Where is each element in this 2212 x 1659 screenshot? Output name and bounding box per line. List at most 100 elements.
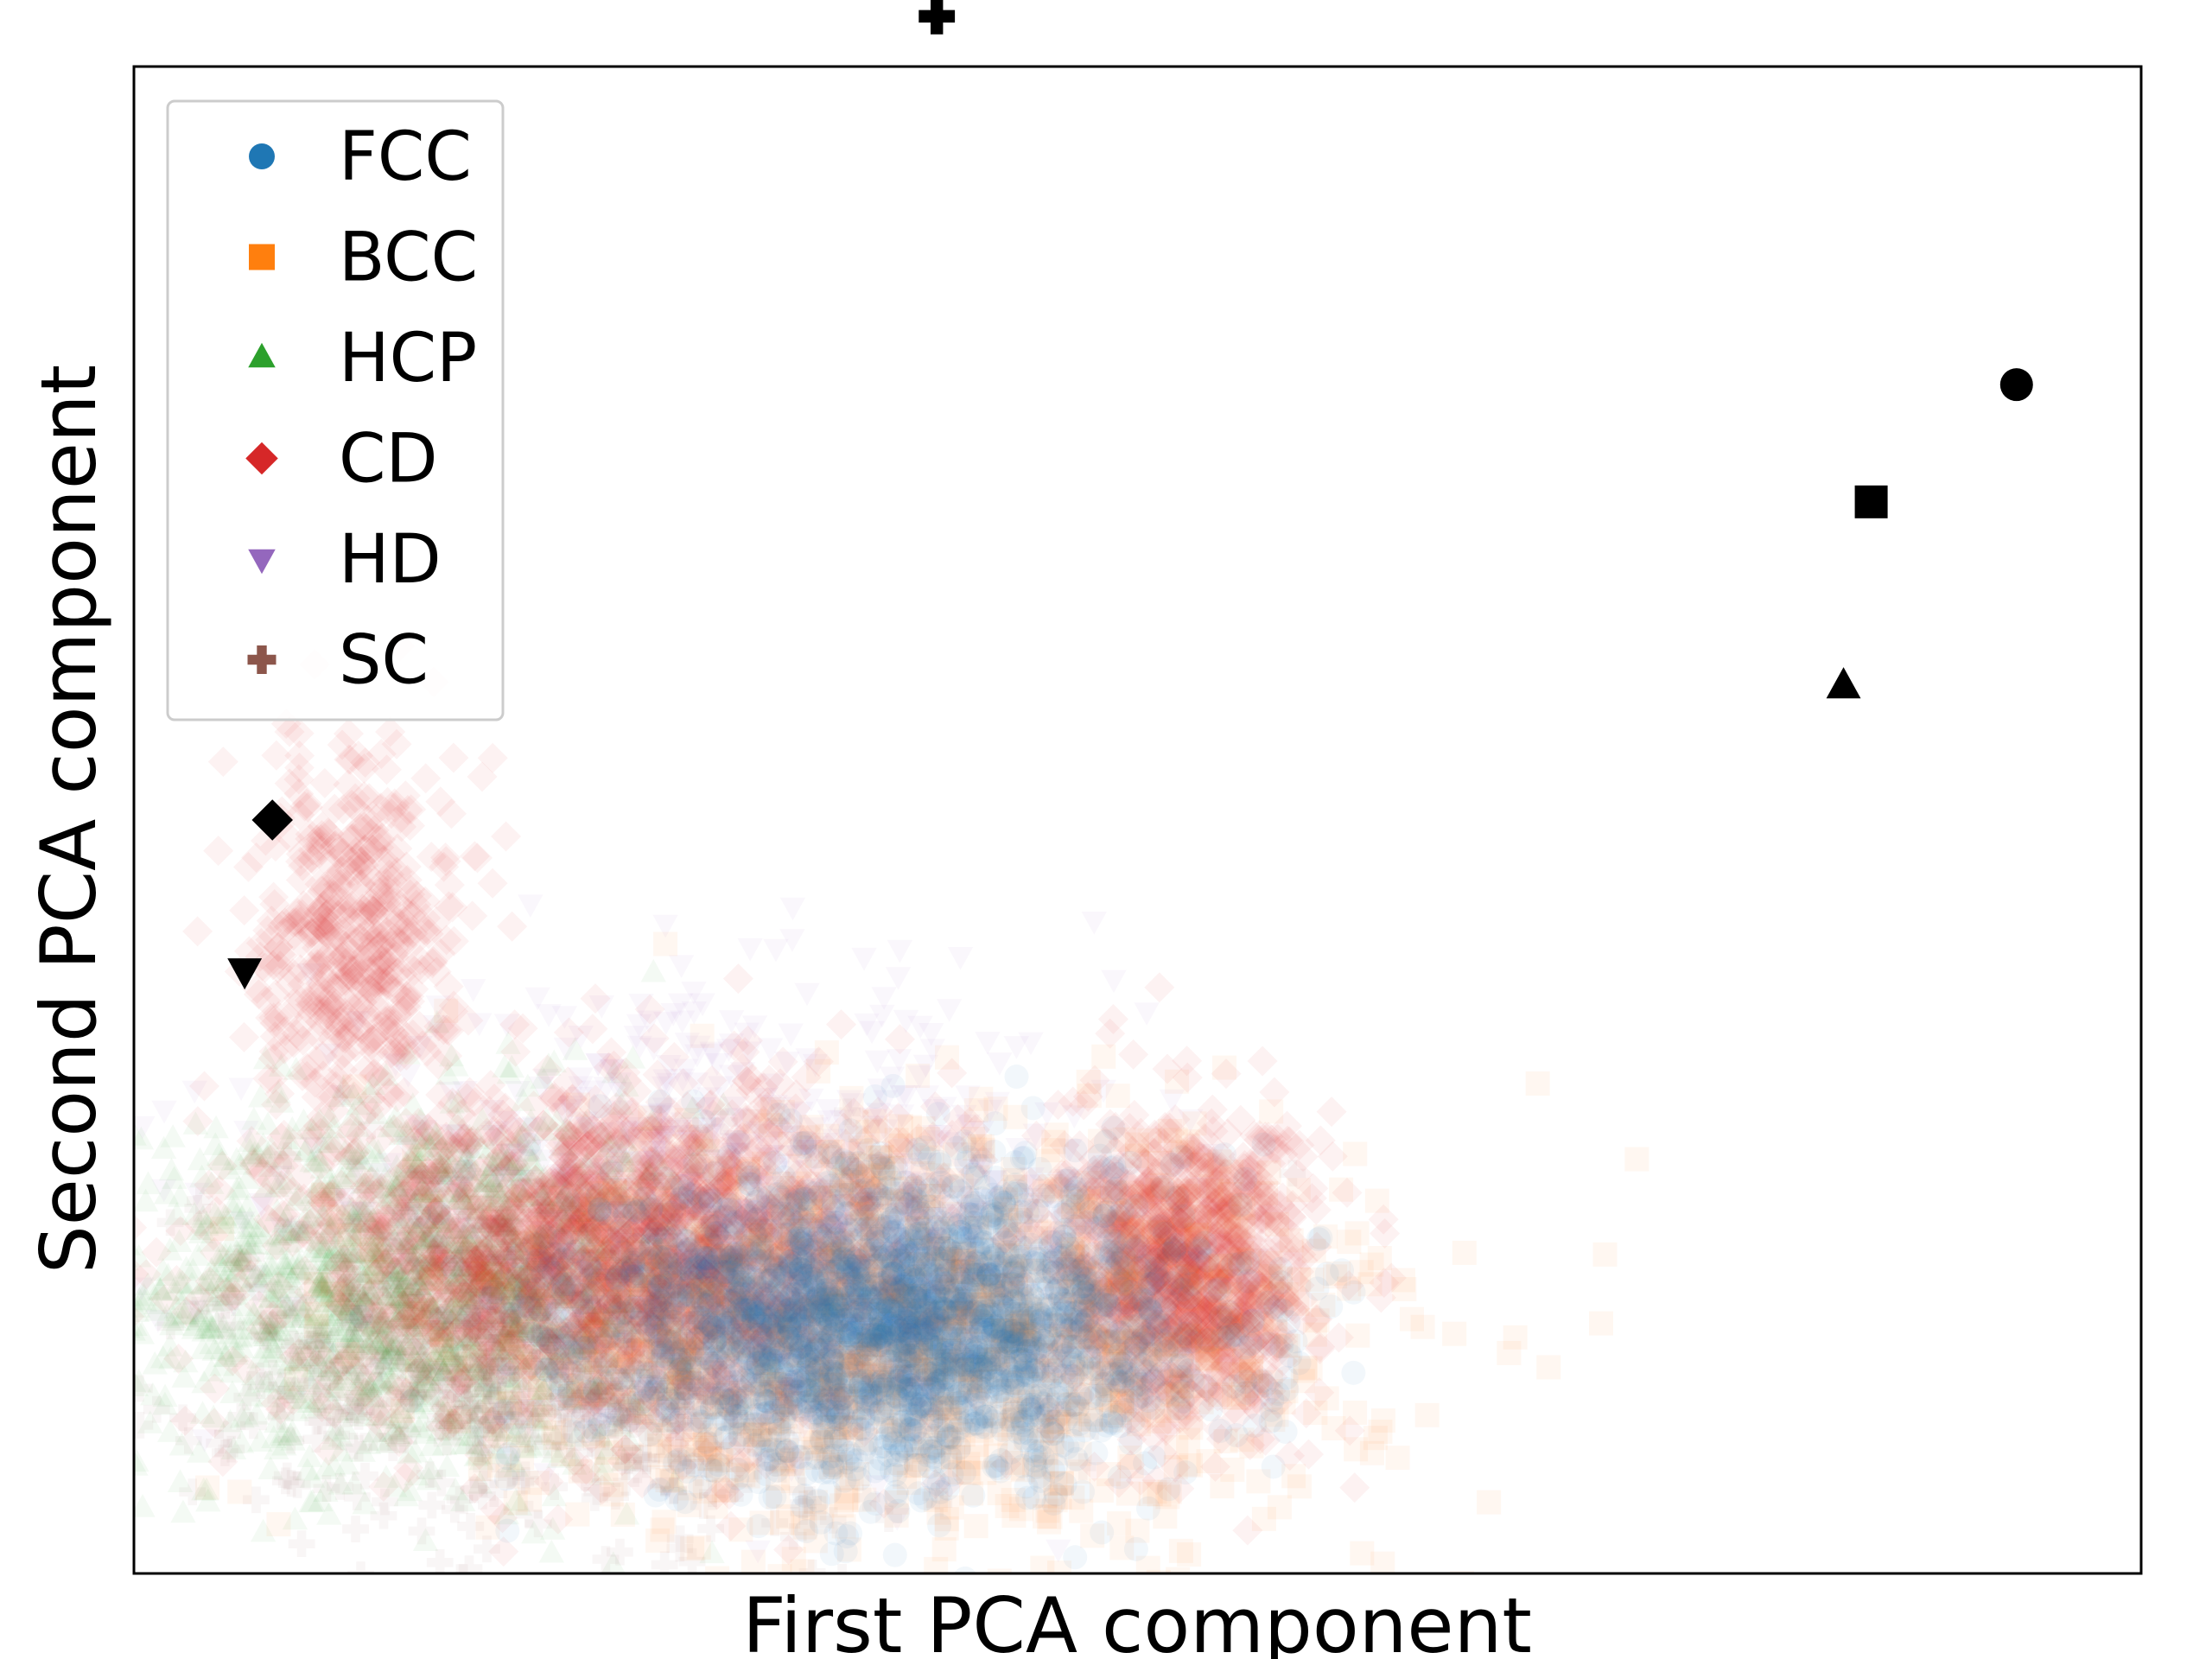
point-hcp: [372, 1320, 397, 1344]
point-hcp: [134, 1122, 147, 1146]
point-hcp: [358, 1210, 384, 1233]
point-hcp: [609, 1194, 636, 1218]
point-hcp: [401, 1305, 428, 1329]
point-hcp: [352, 1192, 378, 1215]
point-hcp: [508, 1162, 534, 1186]
point-hcp: [400, 1317, 426, 1340]
point-hcp: [347, 1368, 374, 1392]
point-hcp: [264, 1223, 290, 1246]
point-hcp: [494, 1147, 520, 1172]
point-hcp: [652, 1189, 678, 1212]
point-hcp: [462, 1309, 488, 1332]
point-hcp: [252, 1262, 279, 1286]
point-hcp: [275, 1217, 301, 1241]
point-hcp: [461, 1423, 487, 1446]
point-hcp: [502, 1317, 528, 1341]
point-hcp: [438, 1139, 465, 1162]
point-hcp: [426, 1418, 452, 1441]
point-hcp: [273, 1325, 300, 1350]
point-hcp: [409, 1304, 435, 1328]
point-hcp: [245, 1255, 272, 1280]
point-hcp: [354, 1281, 381, 1305]
point-hcp: [290, 1301, 316, 1325]
point-hcp: [263, 1231, 289, 1255]
point-hcp: [436, 1333, 462, 1357]
point-hcp: [386, 1255, 412, 1280]
point-hcp: [173, 1349, 199, 1373]
point-hcp: [827, 1287, 853, 1312]
point-hcp: [374, 1345, 401, 1370]
point-hcp: [522, 1137, 548, 1161]
point-hcp: [502, 1229, 529, 1253]
point-hcp: [461, 1406, 486, 1429]
point-hcp: [339, 1319, 365, 1343]
point-hcp: [473, 1169, 499, 1192]
point-hcp: [336, 1300, 362, 1325]
point-hcp: [160, 1305, 187, 1328]
point-hcp: [411, 1228, 437, 1252]
point-hcp: [607, 1240, 633, 1264]
point-hcp: [244, 1263, 270, 1287]
point-hcp: [496, 1060, 523, 1084]
point-hcp: [218, 1229, 244, 1253]
point-hcp: [321, 1243, 348, 1267]
point-hcp: [427, 1225, 453, 1249]
point-hcp: [134, 1287, 152, 1311]
point-hcp: [352, 1289, 378, 1313]
point-hcp: [457, 1209, 484, 1233]
point-hcp: [318, 1211, 345, 1236]
point-hcp: [221, 1190, 247, 1213]
point-hcp: [336, 1307, 362, 1332]
point-hcp: [464, 1240, 490, 1263]
point-hcp: [159, 1312, 185, 1336]
point-hcp: [677, 1256, 704, 1281]
point-hcp: [388, 1306, 414, 1329]
point-hcp: [416, 1205, 442, 1229]
point-hcp: [377, 1185, 404, 1208]
point-hcp: [449, 1239, 476, 1263]
point-hcp: [290, 1108, 317, 1132]
point-hcp: [569, 1175, 595, 1198]
point-hcp: [285, 1255, 311, 1280]
point-hcp: [314, 1303, 340, 1327]
point-hcp: [360, 1311, 386, 1334]
point-hcp: [429, 1206, 454, 1230]
point-hcp: [448, 1181, 474, 1205]
point-hcp: [307, 1320, 334, 1344]
point-hcp: [474, 1190, 499, 1213]
point-hcp: [652, 1342, 679, 1366]
point-hcp: [501, 1287, 527, 1311]
point-hcp: [378, 1258, 405, 1282]
point-hcp: [613, 1073, 639, 1097]
point-hcp: [297, 1195, 324, 1219]
point-hcp: [381, 1263, 408, 1287]
point-hcp: [340, 1082, 366, 1106]
point-hcp: [455, 1386, 481, 1409]
point-hcp: [375, 1430, 401, 1453]
point-hcp: [366, 1427, 393, 1451]
point-hcp: [446, 1215, 473, 1239]
point-hcp: [385, 1306, 411, 1330]
point-hcp: [274, 1293, 300, 1317]
point-hcp: [466, 1432, 492, 1456]
point-hcp: [541, 1315, 568, 1339]
point-hcp: [291, 1262, 317, 1285]
point-hcp: [538, 1539, 564, 1563]
point-hcp: [482, 1344, 508, 1368]
point-hcp: [518, 1434, 544, 1458]
point-hcp: [450, 1230, 477, 1254]
point-hcp: [533, 1191, 559, 1215]
point-hcp: [483, 1175, 509, 1199]
point-hcp: [241, 1302, 267, 1326]
point-hcp: [339, 1196, 365, 1220]
point-hcp: [558, 1304, 584, 1328]
point-hcp: [340, 1102, 366, 1126]
point-hcp: [591, 1301, 618, 1325]
point-hcp: [448, 1353, 475, 1377]
point-hcp: [330, 1325, 356, 1348]
point-hcp: [798, 1379, 824, 1402]
point-hcp: [314, 1235, 340, 1259]
point-hcp: [372, 1319, 398, 1342]
point-hcp: [163, 1295, 189, 1319]
point-hcp: [388, 1395, 414, 1419]
